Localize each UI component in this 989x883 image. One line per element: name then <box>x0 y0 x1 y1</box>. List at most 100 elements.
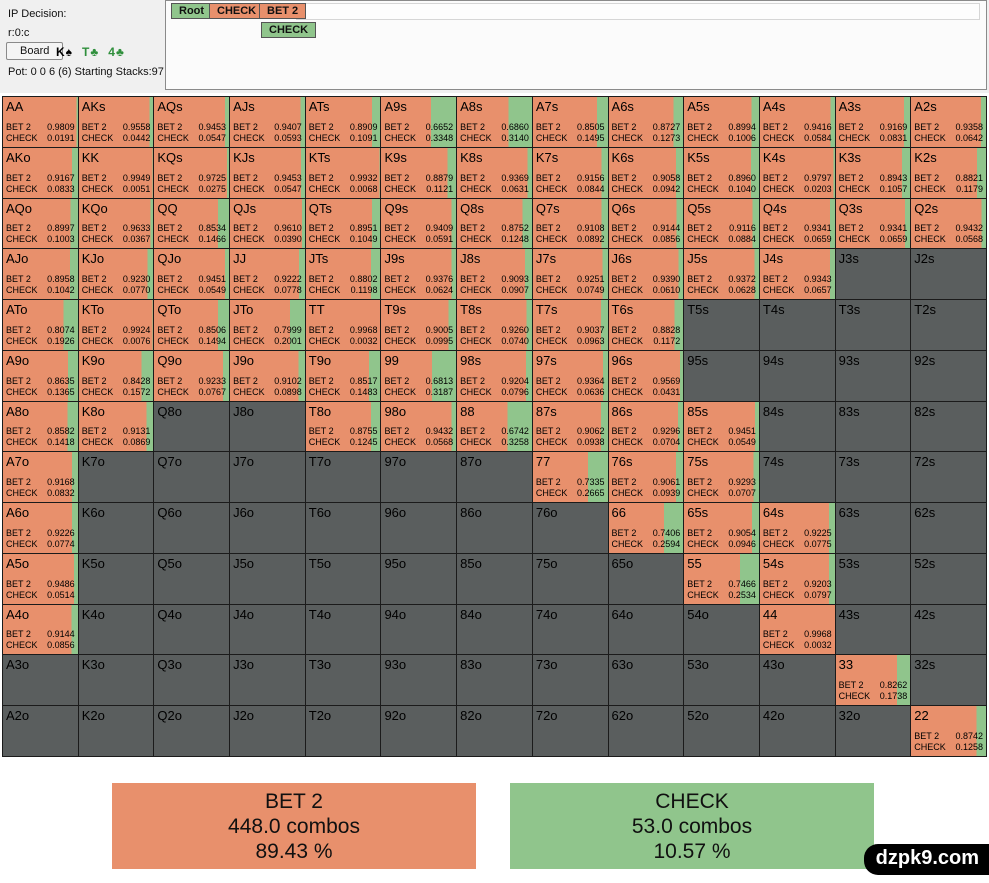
hand-cell[interactable]: 83s <box>835 401 912 453</box>
hand-cell[interactable]: 74o <box>532 604 609 656</box>
hand-cell[interactable]: 22 BET 2 0.8742 CHECK 0.1258 <box>911 706 987 757</box>
hand-cell[interactable]: J6s BET 2 0.9390 CHECK 0.0610 <box>608 249 685 301</box>
hand-cell[interactable]: Q7o <box>154 452 231 504</box>
hand-cell[interactable]: Q3s BET 2 0.9341 CHECK 0.0659 <box>835 198 912 250</box>
hand-cell[interactable]: T4o <box>305 604 382 656</box>
hand-cell[interactable]: 55 BET 2 0.7466 CHECK 0.2534 <box>684 553 760 605</box>
hand-cell[interactable]: 76s BET 2 0.9061 CHECK 0.0939 <box>608 452 685 504</box>
hand-cell[interactable]: KJs BET 2 0.9453 CHECK 0.0547 <box>230 147 306 199</box>
hand-cell[interactable]: K2s BET 2 0.8821 CHECK 0.1179 <box>911 147 987 199</box>
hand-cell[interactable]: KQo BET 2 0.9633 CHECK 0.0367 <box>78 198 155 250</box>
hand-cell[interactable]: 32s <box>911 655 987 707</box>
hand-cell[interactable]: KJo BET 2 0.9230 CHECK 0.0770 <box>78 249 155 301</box>
hand-cell[interactable]: J2o <box>230 706 306 757</box>
hand-cell[interactable]: A3o <box>3 655 79 707</box>
board-button[interactable]: Board <box>6 42 64 60</box>
hand-cell[interactable]: K5s BET 2 0.8960 CHECK 0.1040 <box>684 147 760 199</box>
hand-cell[interactable]: 32o <box>835 706 912 757</box>
hand-cell[interactable]: 53s <box>835 553 912 605</box>
hand-cell[interactable]: 77 BET 2 0.7335 CHECK 0.2665 <box>532 452 609 504</box>
hand-cell[interactable]: 53o <box>684 655 760 707</box>
hand-cell[interactable]: K9o BET 2 0.8428 CHECK 0.1572 <box>78 350 155 402</box>
hand-cell[interactable]: 75s BET 2 0.9293 CHECK 0.0707 <box>684 452 760 504</box>
hand-cell[interactable]: Q3o <box>154 655 231 707</box>
hand-cell[interactable]: 76o <box>532 503 609 554</box>
hand-cell[interactable]: 87s BET 2 0.9062 CHECK 0.0938 <box>532 401 609 453</box>
hand-cell[interactable]: T8s BET 2 0.9260 CHECK 0.0740 <box>457 300 533 351</box>
hand-cell[interactable]: A9o BET 2 0.8635 CHECK 0.1365 <box>3 350 79 402</box>
hand-cell[interactable]: J5s BET 2 0.9372 CHECK 0.0628 <box>684 249 760 301</box>
hand-cell[interactable]: J2s <box>911 249 987 301</box>
hand-cell[interactable]: T7s BET 2 0.9037 CHECK 0.0963 <box>532 300 609 351</box>
hand-cell[interactable]: 96o <box>381 503 458 554</box>
hand-cell[interactable]: Q2s BET 2 0.9432 CHECK 0.0568 <box>911 198 987 250</box>
hand-cell[interactable]: ATo BET 2 0.8074 CHECK 0.1926 <box>3 300 79 351</box>
hand-cell[interactable]: 82o <box>457 706 533 757</box>
hand-cell[interactable]: J9o BET 2 0.9102 CHECK 0.0898 <box>230 350 306 402</box>
hand-cell[interactable]: J5o <box>230 553 306 605</box>
hand-cell[interactable]: 84o <box>457 604 533 656</box>
hand-cell[interactable]: Q4s BET 2 0.9341 CHECK 0.0659 <box>759 198 836 250</box>
hand-cell[interactable]: A4s BET 2 0.9416 CHECK 0.0584 <box>759 97 836 148</box>
hand-cell[interactable]: 73o <box>532 655 609 707</box>
hand-cell[interactable]: Q9s BET 2 0.9409 CHECK 0.0591 <box>381 198 458 250</box>
hand-cell[interactable]: 75o <box>532 553 609 605</box>
hand-cell[interactable]: J9s BET 2 0.9376 CHECK 0.0624 <box>381 249 458 301</box>
hand-cell[interactable]: T2s <box>911 300 987 351</box>
hand-cell[interactable]: Q9o BET 2 0.9233 CHECK 0.0767 <box>154 350 231 402</box>
hand-cell[interactable]: K8o BET 2 0.9131 CHECK 0.0869 <box>78 401 155 453</box>
hand-cell[interactable]: K7o <box>78 452 155 504</box>
tab-bet-2[interactable]: BET 2 <box>259 3 307 19</box>
hand-cell[interactable]: K8s BET 2 0.9369 CHECK 0.0631 <box>457 147 533 199</box>
hand-cell[interactable]: T9s BET 2 0.9005 CHECK 0.0995 <box>381 300 458 351</box>
hand-cell[interactable]: K5o <box>78 553 155 605</box>
hand-cell[interactable]: A6o BET 2 0.9226 CHECK 0.0774 <box>3 503 79 554</box>
hand-cell[interactable]: QJo BET 2 0.9451 CHECK 0.0549 <box>154 249 231 301</box>
hand-cell[interactable]: T2o <box>305 706 382 757</box>
hand-cell[interactable]: 66 BET 2 0.7406 CHECK 0.2594 <box>608 503 685 554</box>
hand-cell[interactable]: K4s BET 2 0.9797 CHECK 0.0203 <box>759 147 836 199</box>
hand-cell[interactable]: 44 BET 2 0.9968 CHECK 0.0032 <box>759 604 836 656</box>
hand-cell[interactable]: 42s <box>911 604 987 656</box>
hand-cell[interactable]: 64o <box>608 604 685 656</box>
hand-cell[interactable]: 98s BET 2 0.9204 CHECK 0.0796 <box>457 350 533 402</box>
tab-sub-check[interactable]: CHECK <box>261 22 317 38</box>
hand-cell[interactable]: ATs BET 2 0.8909 CHECK 0.1091 <box>305 97 382 148</box>
hand-cell[interactable]: 54s BET 2 0.9203 CHECK 0.0797 <box>759 553 836 605</box>
hand-cell[interactable]: K2o <box>78 706 155 757</box>
hand-cell[interactable]: TT BET 2 0.9968 CHECK 0.0032 <box>305 300 382 351</box>
hand-cell[interactable]: Q7s BET 2 0.9108 CHECK 0.0892 <box>532 198 609 250</box>
hand-cell[interactable]: 82s <box>911 401 987 453</box>
hand-cell[interactable]: J4o <box>230 604 306 656</box>
hand-cell[interactable]: Q5s BET 2 0.9116 CHECK 0.0884 <box>684 198 760 250</box>
hand-cell[interactable]: T6o <box>305 503 382 554</box>
hand-cell[interactable]: A4o BET 2 0.9144 CHECK 0.0856 <box>3 604 79 656</box>
hand-cell[interactable]: 98o BET 2 0.9432 CHECK 0.0568 <box>381 401 458 453</box>
hand-cell[interactable]: Q2o <box>154 706 231 757</box>
hand-cell[interactable]: A7s BET 2 0.8505 CHECK 0.1495 <box>532 97 609 148</box>
hand-cell[interactable]: J6o <box>230 503 306 554</box>
hand-cell[interactable]: 84s <box>759 401 836 453</box>
hand-cell[interactable]: Q6o <box>154 503 231 554</box>
hand-cell[interactable]: AQo BET 2 0.8997 CHECK 0.1003 <box>3 198 79 250</box>
hand-cell[interactable]: K7s BET 2 0.9156 CHECK 0.0844 <box>532 147 609 199</box>
hand-cell[interactable]: K3s BET 2 0.8943 CHECK 0.1057 <box>835 147 912 199</box>
hand-cell[interactable]: AA BET 2 0.9809 CHECK 0.0191 <box>3 97 79 148</box>
hand-cell[interactable]: 87o <box>457 452 533 504</box>
hand-cell[interactable]: J3s <box>835 249 912 301</box>
hand-cell[interactable]: 93s <box>835 350 912 402</box>
hand-cell[interactable]: J7s BET 2 0.9251 CHECK 0.0749 <box>532 249 609 301</box>
hand-cell[interactable]: KK BET 2 0.9949 CHECK 0.0051 <box>78 147 155 199</box>
hand-cell[interactable]: 33 BET 2 0.8262 CHECK 0.1738 <box>835 655 912 707</box>
hand-cell[interactable]: 65s BET 2 0.9054 CHECK 0.0946 <box>684 503 760 554</box>
hand-cell[interactable]: 65o <box>608 553 685 605</box>
hand-cell[interactable]: K4o <box>78 604 155 656</box>
hand-cell[interactable]: 72s <box>911 452 987 504</box>
hand-cell[interactable]: 95o <box>381 553 458 605</box>
hand-cell[interactable]: 83o <box>457 655 533 707</box>
hand-cell[interactable]: 95s <box>684 350 760 402</box>
hand-cell[interactable]: 54o <box>684 604 760 656</box>
hand-cell[interactable]: 94s <box>759 350 836 402</box>
hand-cell[interactable]: Q5o <box>154 553 231 605</box>
hand-cell[interactable]: 42o <box>759 706 836 757</box>
